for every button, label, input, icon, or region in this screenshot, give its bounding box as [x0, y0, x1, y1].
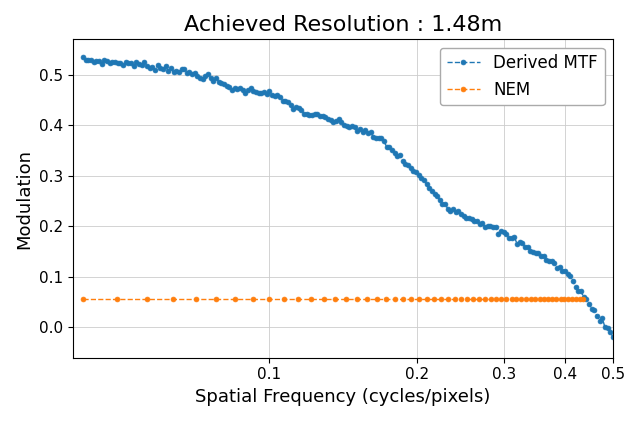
NEM	[399, 296, 407, 301]
NEM	[232, 296, 239, 301]
Derived MTF	[564, 272, 572, 277]
NEM	[332, 296, 339, 301]
Derived MTF	[220, 82, 228, 87]
Title: Achieved Resolution : 1.48m: Achieved Resolution : 1.48m	[184, 15, 502, 35]
NEM	[579, 296, 587, 301]
Derived MTF	[582, 296, 590, 301]
Line: NEM: NEM	[81, 296, 586, 301]
Legend: Derived MTF, NEM: Derived MTF, NEM	[440, 48, 605, 105]
Line: Derived MTF: Derived MTF	[81, 55, 616, 340]
NEM	[294, 296, 302, 301]
X-axis label: Spatial Frequency (cycles/pixels): Spatial Frequency (cycles/pixels)	[195, 388, 490, 406]
Y-axis label: Modulation: Modulation	[15, 149, 33, 248]
NEM	[576, 296, 584, 301]
Derived MTF	[178, 66, 186, 71]
Derived MTF	[609, 335, 617, 340]
NEM	[557, 296, 564, 301]
NEM	[79, 296, 87, 301]
Derived MTF	[111, 59, 119, 64]
Derived MTF	[100, 57, 108, 62]
Derived MTF	[79, 54, 87, 59]
